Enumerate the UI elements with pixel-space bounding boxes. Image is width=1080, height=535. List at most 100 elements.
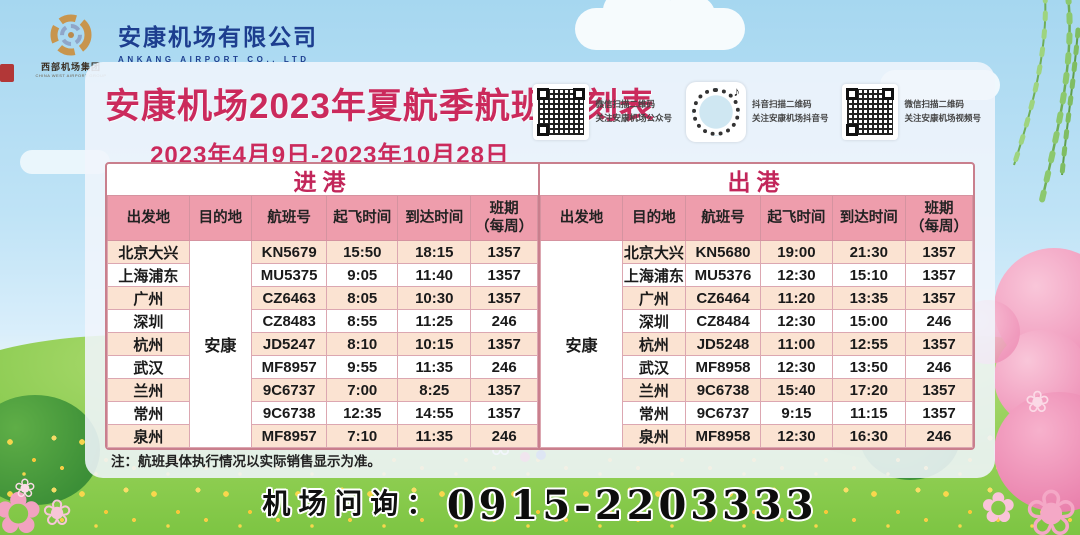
flight-cell: 11:00 (760, 332, 833, 356)
flight-cell: 11:25 (397, 309, 472, 333)
flight-cell: 北京大兴 (107, 240, 190, 264)
company-name-en: ANKANG AIRPORT CO., LTD (118, 55, 310, 64)
flight-cell: KN5679 (251, 240, 328, 264)
flight-row: 杭州 JD5247 8:10 10:15 1357 (107, 332, 538, 356)
flight-cell: 18:15 (397, 240, 472, 264)
flight-row: 常州 9C6738 12:35 14:55 1357 (107, 401, 538, 425)
flight-cell: 9C6737 (251, 378, 328, 402)
flight-cell: 246 (905, 424, 973, 448)
flight-cell: 15:40 (760, 378, 833, 402)
qr-item-wechat-official: 微信扫描二维码 关注安康机场公众号 (533, 84, 672, 140)
flight-row: 上海浦东 MU5375 9:05 11:40 1357 (107, 263, 538, 287)
inquiry-phone-number: 0915-2203333 (446, 482, 818, 529)
qr-code-row: 微信扫描二维码 关注安康机场公众号 ♪ 抖音扫描二维码 关注安康机场抖音号 (533, 82, 981, 142)
flight-cell: 11:20 (760, 286, 833, 310)
flight-cell: 1357 (905, 378, 973, 402)
flight-cell: 13:35 (831, 286, 907, 310)
flight-cell: CZ8483 (251, 309, 328, 333)
merged-city-cell: 安康 (188, 240, 253, 448)
column-header: 到达时间 (397, 195, 472, 241)
flight-cell: 11:40 (397, 263, 472, 287)
flight-cell: 7:00 (326, 378, 399, 402)
group-name-en: CHINA WEST AIRPORT GROUP (35, 73, 107, 78)
flight-cell: 杭州 (622, 332, 686, 356)
flight-cell: 常州 (622, 401, 686, 425)
flight-cell: 武汉 (107, 355, 190, 379)
flight-row: 安康 北京大兴 KN5680 19:00 21:30 1357 (539, 240, 973, 448)
arrivals-title: 进港 (293, 168, 352, 195)
flight-row: 深圳 CZ8484 12:30 15:00 246 (541, 309, 973, 333)
flight-cell: 泉州 (622, 424, 686, 448)
flight-cell: 8:10 (326, 332, 399, 356)
qr-label: 抖音扫描二维码 关注安康机场抖音号 (751, 99, 829, 123)
flight-cell: 11:35 (397, 355, 472, 379)
flight-row: 上海浦东 MU5376 12:30 15:10 1357 (541, 263, 973, 287)
flight-cell: 武汉 (622, 355, 686, 379)
flight-cell: 12:30 (760, 424, 833, 448)
flight-cell: 1357 (905, 286, 973, 310)
flight-cell: CZ6464 (684, 286, 762, 310)
disclaimer-note: 注：航班具体执行情况以实际销售显示为准。 (111, 454, 381, 469)
flight-row: 武汉 MF8958 12:30 13:50 246 (541, 355, 973, 379)
flight-cell: 兰州 (107, 378, 190, 402)
flight-row: 常州 9C6737 9:15 11:15 1357 (541, 401, 973, 425)
flight-cell: 15:00 (831, 309, 907, 333)
flight-cell: 上海浦东 (107, 263, 190, 287)
flight-cell: MU5376 (684, 263, 762, 287)
departures-table-host: 出发地 目的地 航班号 起飞时间 到达时间 班期 （每周） 安康 北京大兴 KN5680 19:0… (539, 195, 973, 448)
flight-cell: 1357 (905, 263, 973, 287)
flight-cell: 12:30 (760, 263, 833, 287)
departures-title: 出港 (727, 168, 786, 195)
timetable-panel: 安康机场2023年夏航季航班时刻表 2023年4月9日-2023年10月28日 … (85, 62, 995, 478)
flower-icon: ❀ (1024, 386, 1050, 419)
flight-row: 广州 CZ6464 11:20 13:35 1357 (541, 286, 973, 310)
column-header: 起飞时间 (326, 195, 399, 241)
flight-cell: 16:30 (831, 424, 907, 448)
column-header: 出发地 (107, 195, 190, 241)
flight-cell: 9C6738 (251, 401, 328, 425)
flight-cell: 8:05 (326, 286, 399, 310)
flight-cell: 1357 (470, 286, 538, 310)
flower-icon: ❀ (42, 492, 73, 533)
title-block: 安康机场2023年夏航季航班时刻表 2023年4月9日-2023年10月28日 (105, 78, 654, 170)
inquiry-footer: 机场问询： 0915-2203333 (0, 482, 1080, 529)
flight-tables-container: 进港 出发地 目的地 航班号 起飞时间 到达时间 班期 （每周） 北京大兴 安康 KN5679 1… (105, 162, 975, 450)
flight-cell: MU5375 (251, 263, 328, 287)
flight-cell: 10:15 (397, 332, 472, 356)
flight-cell: KN5680 (684, 240, 762, 264)
company-name-cn: 安康机场有限公司 (118, 24, 318, 50)
qr-label: 微信扫描二维码 关注安康机场视频号 (904, 99, 981, 123)
douyin-qr-code-icon: ♪ (685, 82, 746, 142)
flight-cell: 1357 (470, 263, 538, 287)
flight-cell: 北京大兴 (622, 240, 686, 264)
flight-cell: 9:15 (760, 401, 833, 425)
flight-cell: 12:35 (326, 401, 399, 425)
flight-cell: 1357 (905, 401, 973, 425)
merged-city-cell: 安康 (539, 240, 624, 448)
header: 西部机场集团 CHINA WEST AIRPORT GROUP 安康机场有限公司… (34, 12, 318, 78)
arrivals-section: 进港 出发地 目的地 航班号 起飞时间 到达时间 班期 （每周） 北京大兴 安康 KN5679 1… (107, 164, 540, 448)
flight-cell: MF8958 (684, 424, 762, 448)
column-header: 起飞时间 (760, 195, 833, 241)
flight-cell: 兰州 (622, 378, 686, 402)
flight-cell: 8:25 (397, 378, 472, 402)
arrivals-table-host: 出发地 目的地 航班号 起飞时间 到达时间 班期 （每周） 北京大兴 安康 KN5679 15:5… (107, 195, 538, 448)
column-header: 目的地 (188, 195, 253, 241)
flight-cell: 12:55 (831, 332, 907, 356)
flower-icon: ❀ (1024, 477, 1078, 535)
flight-table: 出发地 目的地 航班号 起飞时间 到达时间 班期 （每周） 安康 北京大兴 KN5680 19:0… (539, 195, 973, 448)
flight-row: 武汉 MF8957 9:55 11:35 246 (107, 355, 538, 379)
departures-section: 出港 出发地 目的地 航班号 起飞时间 到达时间 班期 （每周） 安康 北京大兴 KN5680 1… (539, 164, 973, 448)
flight-cell: 1357 (905, 240, 973, 264)
flight-cell: 15:50 (326, 240, 399, 264)
flight-cell: 泉州 (107, 424, 190, 448)
flight-cell: 1357 (470, 332, 538, 356)
flight-cell: 广州 (622, 286, 686, 310)
column-header: 航班号 (684, 195, 762, 241)
flight-cell: 9:05 (326, 263, 399, 287)
column-header: 班期 （每周） (905, 195, 973, 241)
flight-cell: 9C6737 (684, 401, 762, 425)
flight-cell: 246 (470, 424, 538, 448)
qr-label: 微信扫描二维码 关注安康机场公众号 (595, 99, 672, 123)
